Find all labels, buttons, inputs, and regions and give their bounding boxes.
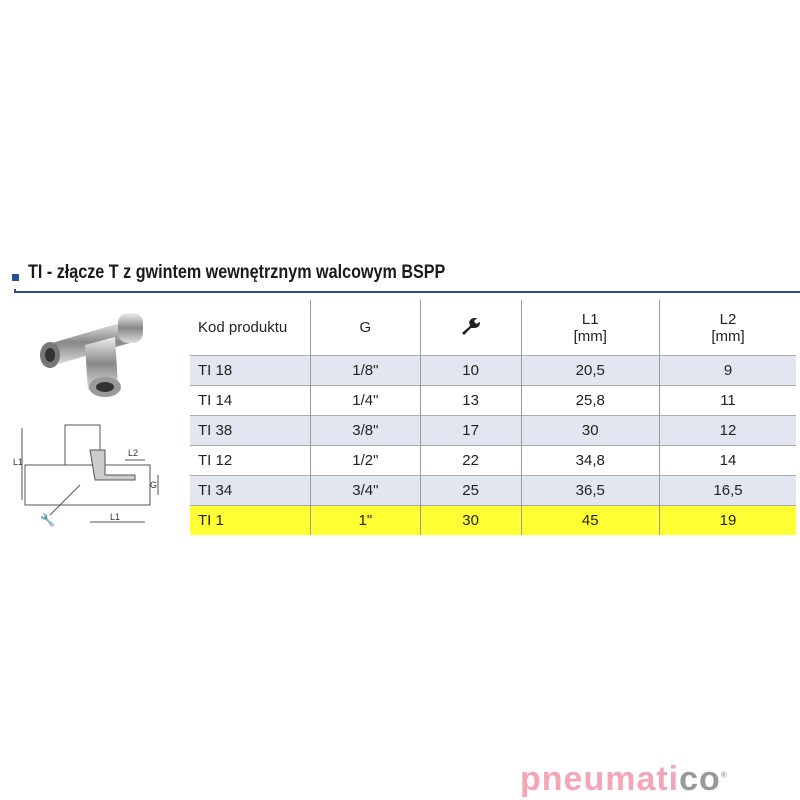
cell-wrench: 22 — [419, 445, 522, 476]
cell-g: 3/4" — [310, 475, 421, 506]
header-l2-unit: [mm] — [711, 327, 745, 345]
cell-g: 3/8" — [310, 415, 421, 446]
cell-g: 1/4" — [310, 385, 421, 416]
wrench-icon — [461, 317, 480, 335]
drawing-l1-vertical: L1 — [13, 457, 23, 467]
header-l2-label: L2 — [719, 310, 737, 328]
cell-l2: 9 — [659, 355, 796, 386]
product-photo — [40, 313, 143, 397]
cell-l1: 20,5 — [520, 355, 660, 386]
table-row: TI 1 1" 30 45 19 — [190, 505, 796, 535]
cell-wrench: 25 — [419, 475, 522, 506]
header-l2: L2 [mm] — [659, 300, 796, 356]
cell-l2: 16,5 — [659, 475, 796, 506]
cell-wrench: 13 — [419, 385, 522, 416]
cell-wrench: 17 — [419, 415, 522, 446]
cell-code: TI 38 — [190, 415, 311, 446]
header-code: Kod produktu — [198, 319, 288, 336]
product-table: Kod produktu G L1 [mm] L2 [mm] TI 18 1/8" 10… — [190, 300, 796, 535]
drawing-g: G — [150, 480, 157, 490]
table-header: Kod produktu G L1 [mm] L2 [mm] — [190, 300, 796, 356]
cell-g: 1/8" — [310, 355, 421, 386]
cell-wrench: 30 — [419, 505, 522, 535]
cell-g: 1/2" — [310, 445, 421, 476]
cell-l2: 19 — [659, 505, 796, 535]
logo-suffix: co — [679, 760, 721, 798]
technical-drawing: L1 L1 L2 G 🔧 — [13, 424, 159, 527]
header-wrench — [419, 300, 522, 356]
cell-code: TI 18 — [190, 355, 311, 386]
table-row: TI 14 1/4" 13 25,8 11 — [190, 385, 796, 416]
header-g: G — [310, 300, 421, 356]
cell-code: TI 34 — [190, 475, 311, 506]
cell-l1: 45 — [520, 505, 660, 535]
table-row: TI 12 1/2" 22 34,8 14 — [190, 445, 796, 476]
logo-main: pneumati — [520, 760, 680, 798]
cell-code: TI 14 — [190, 385, 311, 416]
header-l1-unit: [mm] — [573, 327, 607, 345]
table-row: TI 18 1/8" 10 20,5 9 — [190, 355, 796, 386]
cell-l2: 12 — [659, 415, 796, 446]
header-l1-label: L1 — [581, 310, 599, 328]
cell-code: TI 1 — [190, 505, 311, 535]
cell-code: TI 12 — [190, 445, 311, 476]
cell-g: 1" — [310, 505, 421, 535]
wrench-icon: 🔧 — [40, 512, 55, 527]
cell-l1: 25,8 — [520, 385, 660, 416]
logo-mark: ® — [720, 770, 728, 780]
header-l1: L1 [mm] — [520, 300, 660, 356]
cell-l1: 34,8 — [520, 445, 660, 476]
drawing-l2: L2 — [128, 448, 138, 458]
pneumatico-logo: pneumatico® — [520, 760, 728, 799]
drawing-l1-horizontal: L1 — [110, 512, 120, 522]
cell-l2: 14 — [659, 445, 796, 476]
cell-l1: 30 — [520, 415, 660, 446]
title-bullet — [12, 274, 19, 281]
table-row: TI 34 3/4" 25 36,5 16,5 — [190, 475, 796, 506]
cell-l2: 11 — [659, 385, 796, 416]
table-row: TI 38 3/8" 17 30 12 — [190, 415, 796, 446]
cell-wrench: 10 — [419, 355, 522, 386]
page-title: TI - złącze T z gwintem wewnętrznym walc… — [28, 262, 446, 283]
title-underline — [14, 289, 800, 293]
cell-l1: 36,5 — [520, 475, 660, 506]
